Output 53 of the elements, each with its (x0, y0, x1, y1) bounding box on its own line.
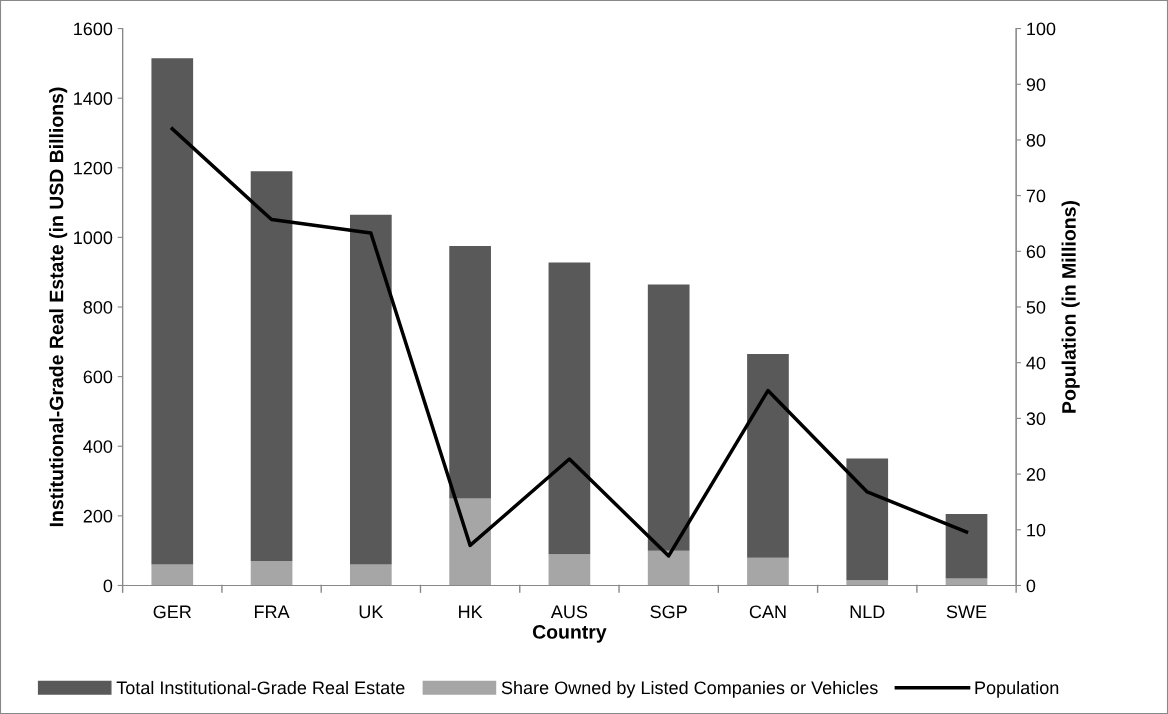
x-tick-label: SWE (946, 605, 987, 619)
bar (747, 354, 789, 558)
y-tick-label: 800 (83, 300, 113, 314)
x-tick-label: CAN (749, 605, 786, 619)
y-tick-label: 1400 (74, 92, 113, 105)
x-tick-label: SGP (650, 605, 687, 619)
bar (151, 58, 194, 565)
bar (349, 564, 392, 586)
bar (846, 580, 889, 586)
y2-tick-label: 90 (1026, 78, 1046, 91)
bar (449, 246, 491, 499)
bar (846, 458, 889, 581)
x-tick-label: AUS (550, 605, 588, 619)
line-series (170, 127, 969, 558)
y2-tick-label: 20 (1026, 468, 1046, 481)
y-tick-label: 200 (83, 509, 113, 523)
bar (945, 514, 988, 579)
y-tick-label: 600 (83, 370, 113, 384)
bar (747, 557, 789, 586)
bar (548, 554, 591, 586)
y2-tick-label: 50 (1026, 300, 1046, 314)
x-tick-label: UK (359, 605, 384, 619)
y2-tick-label: 0 (1026, 579, 1036, 593)
x-tick-label: GER (153, 605, 192, 619)
y-axis-title: Institutional-Grade Real Estate (in USD Billions) (49, 87, 68, 527)
y2-tick-label: 100 (1027, 22, 1056, 36)
y-tick-label: 1600 (74, 22, 113, 36)
y2-tick-label: 60 (1026, 245, 1046, 259)
x-tick-label: FRA (254, 605, 290, 619)
y2-tick-label: 70 (1026, 189, 1046, 203)
bar (647, 284, 690, 551)
y2-tick-label: 80 (1026, 133, 1046, 147)
y-tick-label: 1000 (74, 231, 113, 245)
y-tick-label: 1200 (74, 161, 113, 175)
bar (250, 171, 293, 562)
y-tick-label: 0 (103, 579, 113, 593)
x-tick-label: HK (459, 605, 483, 619)
x-axis-title: Country (532, 625, 607, 643)
x-tick-label: NLD (850, 605, 885, 619)
y2-axis-title: Population (in Millions) (1061, 201, 1080, 413)
y2-tick-label: 10 (1027, 523, 1046, 537)
bar (548, 262, 591, 555)
y2-tick-label: 40 (1026, 356, 1046, 370)
legend-label: Share Owned by Listed Companies or Vehicles (501, 680, 878, 698)
legend-label: Total Institutional-Grade Real Estate (116, 680, 405, 695)
bar (647, 550, 690, 586)
y2-tick-label: 30 (1026, 412, 1046, 426)
legend-label: Population (975, 680, 1059, 698)
bar (151, 564, 194, 586)
bar (449, 498, 491, 586)
bar (250, 561, 293, 586)
bar (349, 214, 392, 565)
y-tick-label: 400 (83, 440, 113, 453)
